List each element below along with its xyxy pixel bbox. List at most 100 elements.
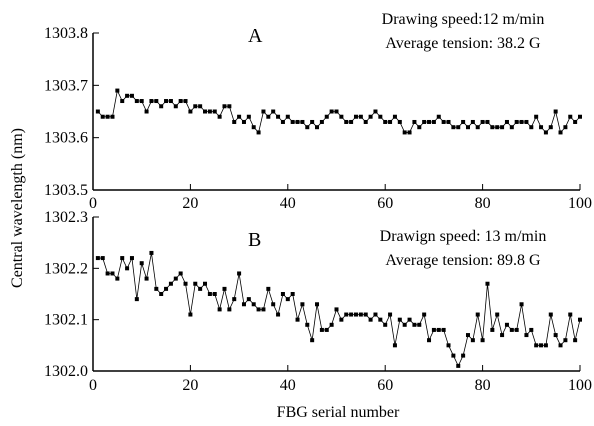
- panel-b-data-point: [212, 292, 217, 296]
- panel-b-data-point: [344, 312, 349, 317]
- panel-a-data-point: [358, 114, 363, 119]
- panel-b-data-point: [548, 312, 553, 317]
- panel-b-data-point: [465, 333, 470, 338]
- panel-b-data-point: [363, 312, 368, 317]
- panel-b-data-point: [504, 322, 509, 327]
- panel-a-annotation-line1: Drawing speed:12 m/min: [382, 11, 545, 28]
- panel-a-data-point: [519, 119, 524, 124]
- panel-b-y-tick-label: 1302.2: [44, 260, 88, 277]
- panel-b-data-point: [237, 271, 242, 276]
- panel-b-data-point: [451, 353, 456, 358]
- panel-b-data-point: [256, 307, 261, 312]
- panel-b-data-point: [495, 312, 500, 317]
- panel-a-data-point: [485, 119, 490, 124]
- panel-b-data-point: [149, 250, 154, 255]
- panel-b-data-point: [290, 292, 295, 296]
- panel-a-data-point: [154, 99, 159, 104]
- panel-a-data-point: [422, 119, 427, 124]
- panel-a-data-point: [285, 114, 290, 119]
- panel-b-data-point: [95, 256, 100, 261]
- panel-a-x-tick-label: 60: [377, 195, 393, 212]
- panel-a-data-point: [173, 104, 178, 109]
- panel-b-data-point: [188, 312, 193, 317]
- panel-a-x-tick-label: 40: [280, 195, 296, 212]
- panel-b-data-point: [436, 327, 441, 332]
- panel-a-data-point: [129, 93, 134, 98]
- panel-a-data-point: [295, 119, 300, 124]
- panel-a-data-point: [563, 125, 568, 130]
- panel-b-data-point: [553, 333, 558, 338]
- panel-b-x-tick-label: 60: [377, 377, 393, 394]
- panel-b-x-tick-label: 20: [182, 377, 198, 394]
- panel-a-y-tick-label: 1303.8: [44, 25, 88, 42]
- panel-b-series-line: [97, 252, 581, 367]
- panel-b-data-point: [319, 327, 324, 332]
- panel-b-data-point: [315, 302, 320, 307]
- panel-a-data-point: [504, 119, 509, 124]
- panel-a-data-point: [193, 104, 198, 109]
- panel-a-data-point: [388, 119, 393, 124]
- panel-a-y-tick-label: 1303.7: [44, 77, 88, 94]
- panel-a-data-point: [339, 114, 344, 119]
- panel-a-data-point: [276, 114, 281, 119]
- panel-b-data-point: [529, 327, 534, 332]
- panel-b-data-point: [168, 281, 173, 286]
- panel-b-data-point: [241, 302, 246, 307]
- panel-a-data-point: [500, 125, 505, 130]
- panel-b-data-point: [207, 292, 212, 296]
- panel-a-data-point: [217, 114, 222, 119]
- panel-a-data-point: [383, 119, 388, 124]
- panel-b-data-point: [534, 343, 539, 348]
- panel-b-data-point: [329, 322, 334, 327]
- panel-b-data-point: [475, 312, 480, 317]
- panel-a-data-point: [344, 119, 349, 124]
- panel-a-data-point: [470, 119, 475, 124]
- panel-a-data-point: [110, 114, 115, 119]
- panel-a-data-point: [490, 125, 495, 130]
- panel-b-data-point: [305, 322, 310, 327]
- panel-b-y-tick-label: 1302.1: [44, 312, 88, 329]
- panel-b-data-point: [558, 343, 563, 348]
- panel-b-data-point: [227, 307, 232, 312]
- panel-a-data-point: [368, 114, 373, 119]
- panel-a-data-point: [183, 99, 188, 104]
- panel-b-data-point: [563, 338, 568, 343]
- panel-a-data-point: [451, 125, 456, 130]
- panel-a-data-point: [373, 109, 378, 114]
- panel-a-data-point: [207, 109, 212, 114]
- panel-b-data-point: [276, 312, 281, 317]
- panel-b-data-point: [456, 363, 461, 368]
- panel-a-data-point: [543, 130, 548, 135]
- panel-b-data-point: [480, 338, 485, 343]
- panel-a-data-point: [203, 109, 208, 114]
- panel-a-data-point: [251, 125, 256, 130]
- panel-b-data-point: [100, 256, 105, 261]
- panel-b-data-point: [509, 327, 514, 332]
- panel-b-data-point: [300, 302, 305, 307]
- panel-a-data-point: [178, 99, 183, 104]
- panel-b-data-point: [246, 297, 251, 302]
- panel-b-y-tick-label: 1302.3: [44, 209, 88, 226]
- panel-a-data-point: [548, 125, 553, 130]
- panel-a-data-point: [578, 114, 582, 119]
- panel-b-data-point: [139, 261, 144, 266]
- panel-a-data-point: [241, 119, 246, 124]
- panel-b-data-point: [334, 307, 339, 312]
- panel-a-data-point: [188, 109, 193, 114]
- panel-a-data-point: [144, 109, 149, 114]
- panel-b-data-point: [271, 302, 276, 307]
- panel-b-data-point: [110, 271, 115, 276]
- panel-b-x-tick-label: 100: [568, 377, 592, 394]
- panel-b-label: B: [248, 229, 261, 251]
- panel-b-data-point: [422, 312, 427, 317]
- panel-b-data-point: [295, 317, 300, 322]
- panel-a-data-point: [334, 109, 339, 114]
- panel-a-data-point: [402, 130, 407, 135]
- panel-a-data-point: [480, 119, 485, 124]
- panel-b-data-point: [373, 312, 378, 317]
- panel-a-data-point: [319, 119, 324, 124]
- y-axis-label: Central wavelength (nm): [9, 128, 26, 288]
- panel-a-data-point: [417, 125, 422, 130]
- panel-a-data-point: [305, 125, 310, 130]
- panel-a-data-point: [534, 114, 539, 119]
